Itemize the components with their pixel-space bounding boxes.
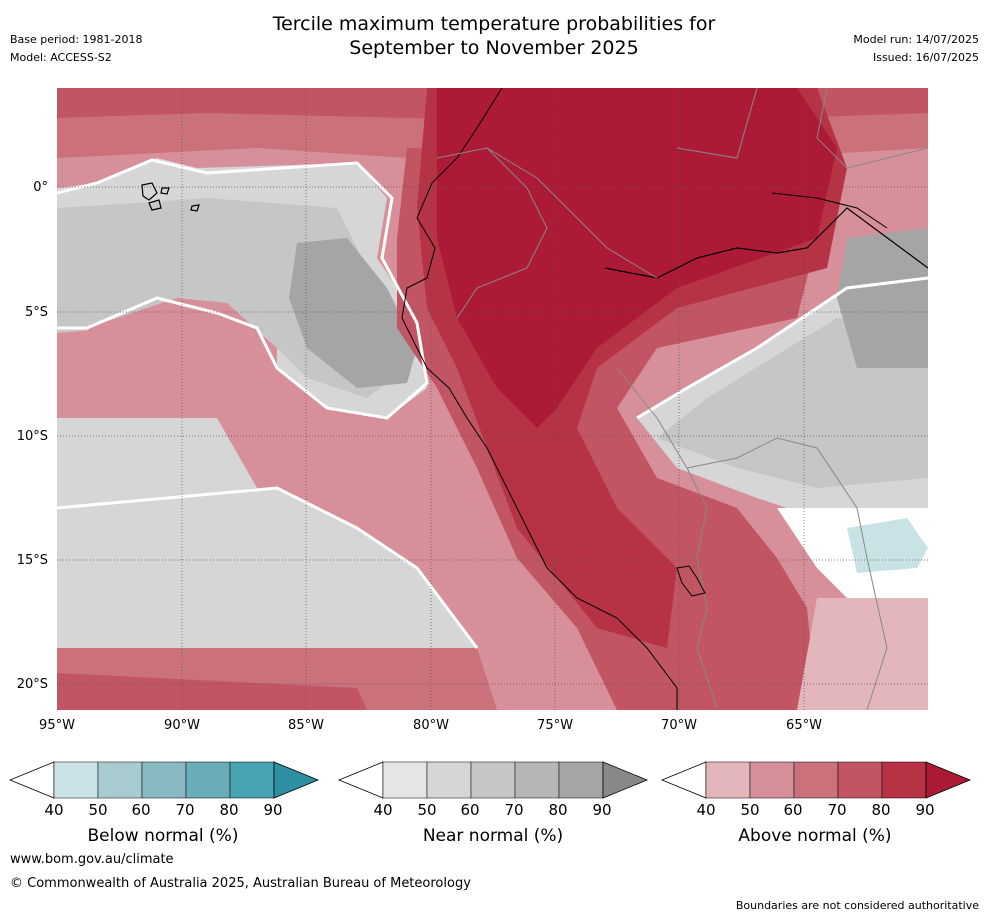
lon-label: 85°W <box>288 718 324 733</box>
title-line-2: September to November 2025 <box>349 37 639 59</box>
cb-above-tick: 70 <box>827 801 847 819</box>
model-run: Model run: 14/07/2025 <box>853 33 979 46</box>
lat-label: 15°S <box>16 553 48 568</box>
cb-below-tick: 50 <box>88 801 108 819</box>
cb-near-tick: 70 <box>504 801 524 819</box>
lon-label: 95°W <box>39 718 75 733</box>
country-borders <box>436 88 928 710</box>
colorbar-swatch <box>793 761 839 799</box>
zone-above-90-central <box>437 88 837 428</box>
colorbar-swatch <box>749 761 795 799</box>
website-link[interactable]: www.bom.gov.au/climate <box>10 852 174 867</box>
cb-below-tick: 70 <box>175 801 195 819</box>
colorbar-near-normal <box>337 761 649 799</box>
cb-below-tick: 40 <box>44 801 64 819</box>
colorbar-swatch <box>514 761 560 799</box>
zone-above-40-50-southeast <box>797 598 928 710</box>
colorbar-swatch <box>705 761 751 799</box>
lon-label: 75°W <box>537 718 573 733</box>
map-title: Tercile maximum temperature probabilitie… <box>0 12 988 60</box>
probability-map <box>57 88 928 710</box>
colorbar-swatch <box>837 761 883 799</box>
colorbar-swatch <box>185 761 231 799</box>
lat-label: 20°S <box>16 677 48 692</box>
boundary-southwest <box>57 486 479 649</box>
zone-near-80-90-west <box>289 238 417 388</box>
colorbar-swatch <box>470 761 516 799</box>
copyright-text: © Commonwealth of Australia 2025, Austra… <box>10 876 471 891</box>
colorbar-extend-high <box>925 761 972 799</box>
colorbar-swatch <box>97 761 143 799</box>
lon-label: 90°W <box>164 718 200 733</box>
colorbar-extend-low <box>660 761 707 799</box>
cb-above-tick: 80 <box>871 801 891 819</box>
issued-date: Issued: 16/07/2025 <box>872 51 979 64</box>
amazon-river-upper <box>771 192 888 229</box>
cb-above-tick: 40 <box>696 801 716 819</box>
colorbar-extend-high <box>602 761 649 799</box>
cb-near-tick: 80 <box>548 801 568 819</box>
lake-titicaca <box>676 565 706 597</box>
cb-above-tick: 60 <box>783 801 803 819</box>
title-line-1: Tercile maximum temperature probabilitie… <box>272 13 716 35</box>
zone-near-southwest <box>57 488 477 668</box>
cb-below-tick: 80 <box>219 801 239 819</box>
zone-near-80-90-east <box>837 228 928 368</box>
lat-label: 10°S <box>16 429 48 444</box>
colorbar-swatch <box>229 761 275 799</box>
colorbar-below-normal <box>8 761 320 799</box>
lon-label: 65°W <box>786 718 822 733</box>
boundary-east <box>636 276 928 420</box>
map-svg <box>57 88 928 710</box>
lat-label: 0° <box>33 180 48 195</box>
cb-above-label: Above normal (%) <box>738 826 892 846</box>
cb-near-tick: 60 <box>460 801 480 819</box>
amazon-river <box>604 207 928 279</box>
coastline <box>401 88 678 710</box>
cb-above-tick: 50 <box>740 801 760 819</box>
colorbar-above-normal <box>660 761 972 799</box>
base-period: Base period: 1981-2018 <box>10 33 143 46</box>
lat-label: 5°S <box>24 305 48 320</box>
zone-above-70-80-south <box>57 673 367 710</box>
cb-above-tick: 90 <box>915 801 935 819</box>
cb-below-label: Below normal (%) <box>87 826 239 846</box>
galapagos-islands <box>141 182 200 212</box>
colorbars <box>8 761 972 799</box>
colorbar-extend-high <box>273 761 320 799</box>
cb-near-label: Near normal (%) <box>422 826 564 846</box>
colorbar-extend-low <box>337 761 384 799</box>
colorbar-swatch <box>53 761 99 799</box>
lon-label: 70°W <box>661 718 697 733</box>
cb-near-tick: 50 <box>417 801 437 819</box>
zone-near-west-lower <box>57 418 257 508</box>
disclaimer-text: Boundaries are not considered authoritat… <box>735 899 979 912</box>
colorbar-swatch <box>558 761 604 799</box>
cb-near-tick: 40 <box>373 801 393 819</box>
colorbar-swatch <box>426 761 472 799</box>
lon-label: 80°W <box>413 718 449 733</box>
colorbar-extend-low <box>8 761 55 799</box>
cb-below-tick: 60 <box>131 801 151 819</box>
cb-below-tick: 90 <box>263 801 283 819</box>
boundary-west <box>57 158 429 420</box>
model-name: Model: ACCESS-S2 <box>10 51 112 64</box>
graticule <box>57 88 928 710</box>
colorbar-swatch <box>141 761 187 799</box>
colorbar-swatch <box>382 761 428 799</box>
cb-near-tick: 90 <box>592 801 612 819</box>
colorbar-swatch <box>881 761 927 799</box>
